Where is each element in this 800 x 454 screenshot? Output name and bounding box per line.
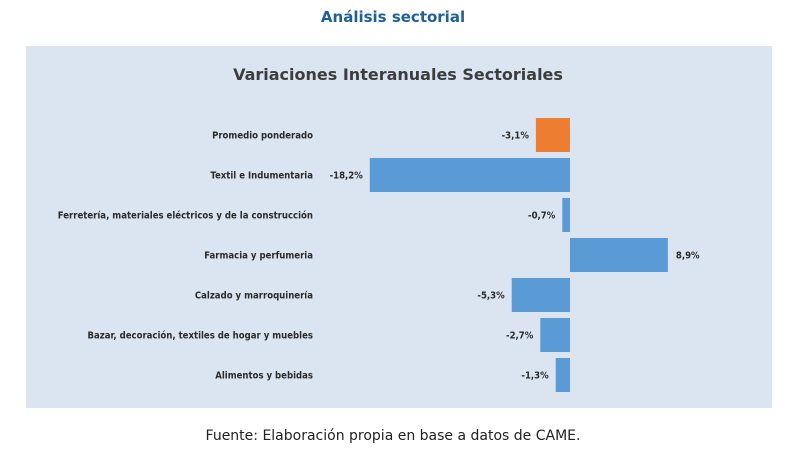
value-label: -18,2% xyxy=(330,171,364,182)
bar-4 xyxy=(511,278,570,312)
bar-1 xyxy=(369,158,570,192)
source-note: Fuente: Elaboración propia en base a dat… xyxy=(205,428,581,444)
value-label: -3,1% xyxy=(502,131,530,142)
bar-3 xyxy=(570,238,668,272)
category-label: Bazar, decoración, textiles de hogar y m… xyxy=(88,331,313,342)
category-label: Ferretería, materiales eléctricos y de l… xyxy=(58,211,313,222)
bar-6 xyxy=(555,358,570,392)
bar-2 xyxy=(562,198,570,232)
category-label: Textil e Indumentaria xyxy=(210,171,313,182)
chart-title: Variaciones Interanuales Sectoriales xyxy=(233,65,563,84)
bar-0 xyxy=(535,118,570,152)
value-label: -5,3% xyxy=(477,291,505,302)
value-label: -0,7% xyxy=(528,211,556,222)
category-label: Promedio ponderado xyxy=(212,131,313,142)
value-label: -1,3% xyxy=(521,371,549,382)
value-label: -2,7% xyxy=(506,331,534,342)
bar-5 xyxy=(540,318,570,352)
value-label: 8,9% xyxy=(676,251,700,262)
section-title: Análisis sectorial xyxy=(320,8,466,26)
category-label: Alimentos y bebidas xyxy=(215,371,313,382)
category-label: Farmacia y perfumeria xyxy=(204,251,313,262)
category-label: Calzado y marroquinería xyxy=(195,291,313,302)
chart-area xyxy=(26,46,772,408)
